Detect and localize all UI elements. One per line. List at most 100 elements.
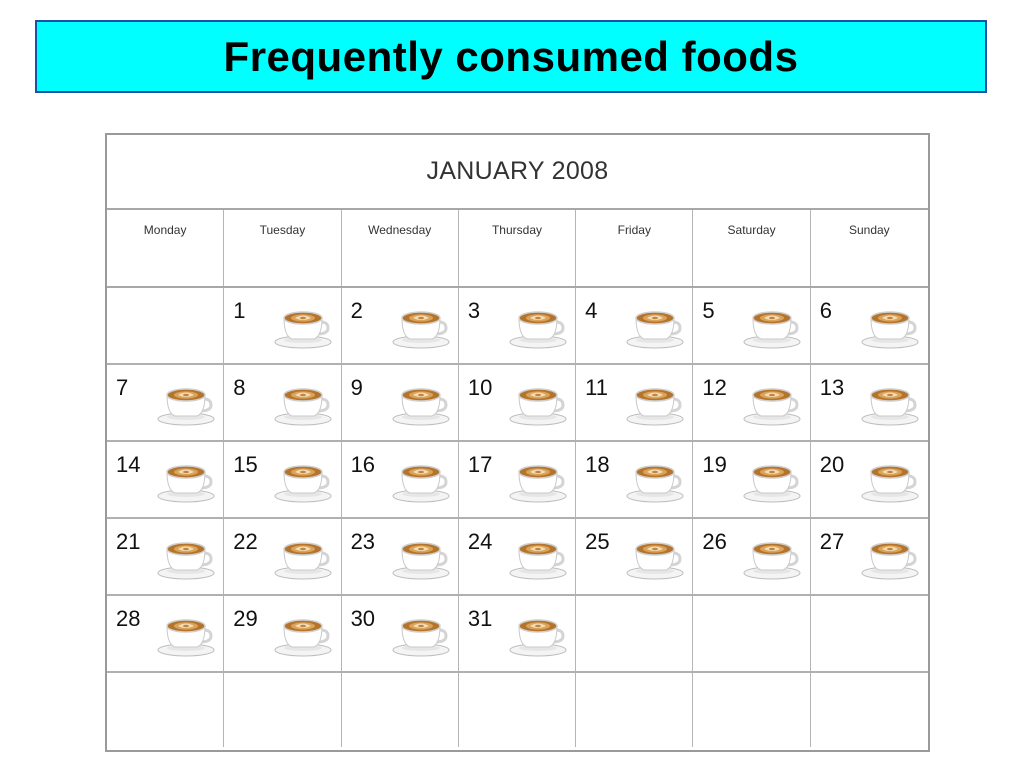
- week-row: 28 29 30 31: [107, 596, 928, 673]
- calendar-day-cell: 29: [224, 596, 342, 671]
- weekday-friday: Friday: [576, 210, 694, 286]
- date-number: 11: [585, 375, 608, 400]
- calendar-day-cell: 13: [811, 365, 928, 440]
- calendar-day-cell: 6: [811, 288, 928, 363]
- calendar-day-cell: [224, 673, 342, 747]
- coffee-cup-icon: [743, 388, 801, 426]
- date-number: 5: [702, 298, 715, 323]
- coffee-cup-icon: [274, 619, 332, 657]
- calendar-day-cell: [107, 673, 225, 747]
- calendar-day-cell: 28: [107, 596, 225, 671]
- coffee-cup-icon: [861, 465, 919, 503]
- calendar-day-cell: 14: [107, 442, 225, 517]
- date-number: 16: [350, 452, 376, 477]
- calendar-day-cell: [107, 288, 225, 363]
- calendar-day-cell: [342, 673, 459, 747]
- calendar-day-cell: 22: [224, 519, 342, 594]
- weekday-header-row: Monday Tuesday Wednesday Thursday Friday…: [107, 210, 928, 288]
- calendar-day-cell: 3: [459, 288, 577, 363]
- coffee-cup-icon: [392, 311, 450, 349]
- calendar-day-cell: [576, 673, 694, 747]
- week-row: 14 15 16 17 18 19 20: [107, 442, 928, 519]
- date-number: 17: [467, 452, 493, 477]
- date-number: 22: [233, 529, 258, 554]
- calendar-day-cell: 23: [342, 519, 459, 594]
- weekday-wednesday: Wednesday: [342, 210, 459, 286]
- coffee-cup-icon: [626, 388, 684, 426]
- date-number: 26: [702, 529, 727, 554]
- coffee-cup-icon: [509, 311, 567, 349]
- date-number: 19: [702, 452, 727, 477]
- coffee-cup-icon: [743, 465, 801, 503]
- week-row: 1 2 3 4 5 6: [107, 288, 928, 365]
- week-row: [107, 673, 928, 747]
- date-number: 24: [467, 529, 493, 554]
- calendar-day-cell: [459, 673, 577, 747]
- calendar-day-cell: 26: [693, 519, 811, 594]
- calendar: JANUARY 2008 Monday Tuesday Wednesday Th…: [105, 133, 930, 752]
- coffee-cup-icon: [392, 465, 450, 503]
- calendar-day-cell: 2: [342, 288, 459, 363]
- calendar-day-cell: 27: [811, 519, 928, 594]
- calendar-day-cell: 10: [459, 365, 577, 440]
- coffee-cup-icon: [626, 542, 684, 580]
- coffee-cup-icon: [392, 388, 450, 426]
- calendar-day-cell: 17: [459, 442, 577, 517]
- calendar-day-cell: [693, 596, 811, 671]
- calendar-day-cell: 20: [811, 442, 928, 517]
- calendar-day-cell: 1: [224, 288, 342, 363]
- coffee-cup-icon: [274, 465, 332, 503]
- coffee-cup-icon: [509, 465, 567, 503]
- calendar-day-cell: [693, 673, 811, 747]
- date-number: 12: [702, 375, 727, 400]
- title-banner: Frequently consumed foods: [35, 20, 987, 93]
- coffee-cup-icon: [861, 311, 919, 349]
- calendar-day-cell: [576, 596, 694, 671]
- coffee-cup-icon: [509, 619, 567, 657]
- date-number: 4: [585, 298, 598, 323]
- calendar-day-cell: 15: [224, 442, 342, 517]
- coffee-cup-icon: [274, 311, 332, 349]
- calendar-day-cell: 12: [693, 365, 811, 440]
- week-row: 7 8 9 10 11 12 13: [107, 365, 928, 442]
- date-number: 7: [116, 375, 129, 400]
- calendar-day-cell: 19: [693, 442, 811, 517]
- calendar-day-cell: 7: [107, 365, 225, 440]
- calendar-day-cell: [811, 673, 928, 747]
- week-row: 21 22 23 24 25 26 27: [107, 519, 928, 596]
- coffee-cup-icon: [392, 542, 450, 580]
- date-number: 31: [467, 606, 493, 631]
- date-number: 14: [116, 452, 141, 477]
- date-number: 27: [819, 529, 845, 554]
- calendar-day-cell: 9: [342, 365, 459, 440]
- weekday-tuesday: Tuesday: [224, 210, 342, 286]
- coffee-cup-icon: [274, 542, 332, 580]
- coffee-cup-icon: [509, 388, 567, 426]
- date-number: 8: [233, 375, 246, 400]
- calendar-day-cell: 11: [576, 365, 694, 440]
- calendar-day-cell: 18: [576, 442, 694, 517]
- coffee-cup-icon: [861, 388, 919, 426]
- coffee-cup-icon: [509, 542, 567, 580]
- date-number: 15: [233, 452, 258, 477]
- calendar-weeks: 1 2 3 4 5 6 7 8 9 10 11 12 13 14 15 16 17 18 19 20 21 22 23 24 2…: [107, 288, 928, 747]
- date-number: 6: [819, 298, 832, 323]
- date-number: 29: [233, 606, 258, 631]
- coffee-cup-icon: [274, 388, 332, 426]
- date-number: 13: [819, 375, 845, 400]
- coffee-cup-icon: [157, 465, 215, 503]
- date-number: 23: [350, 529, 376, 554]
- coffee-cup-icon: [743, 542, 801, 580]
- coffee-cup-icon: [626, 311, 684, 349]
- date-number: 28: [116, 606, 141, 631]
- calendar-day-cell: 31: [459, 596, 577, 671]
- date-number: 30: [350, 606, 376, 631]
- coffee-cup-icon: [157, 619, 215, 657]
- date-number: 9: [350, 375, 363, 400]
- date-number: 1: [233, 298, 246, 323]
- coffee-cup-icon: [861, 542, 919, 580]
- slide-title: Frequently consumed foods: [223, 32, 799, 80]
- calendar-day-cell: 25: [576, 519, 694, 594]
- date-number: 2: [350, 298, 363, 323]
- calendar-day-cell: 24: [459, 519, 577, 594]
